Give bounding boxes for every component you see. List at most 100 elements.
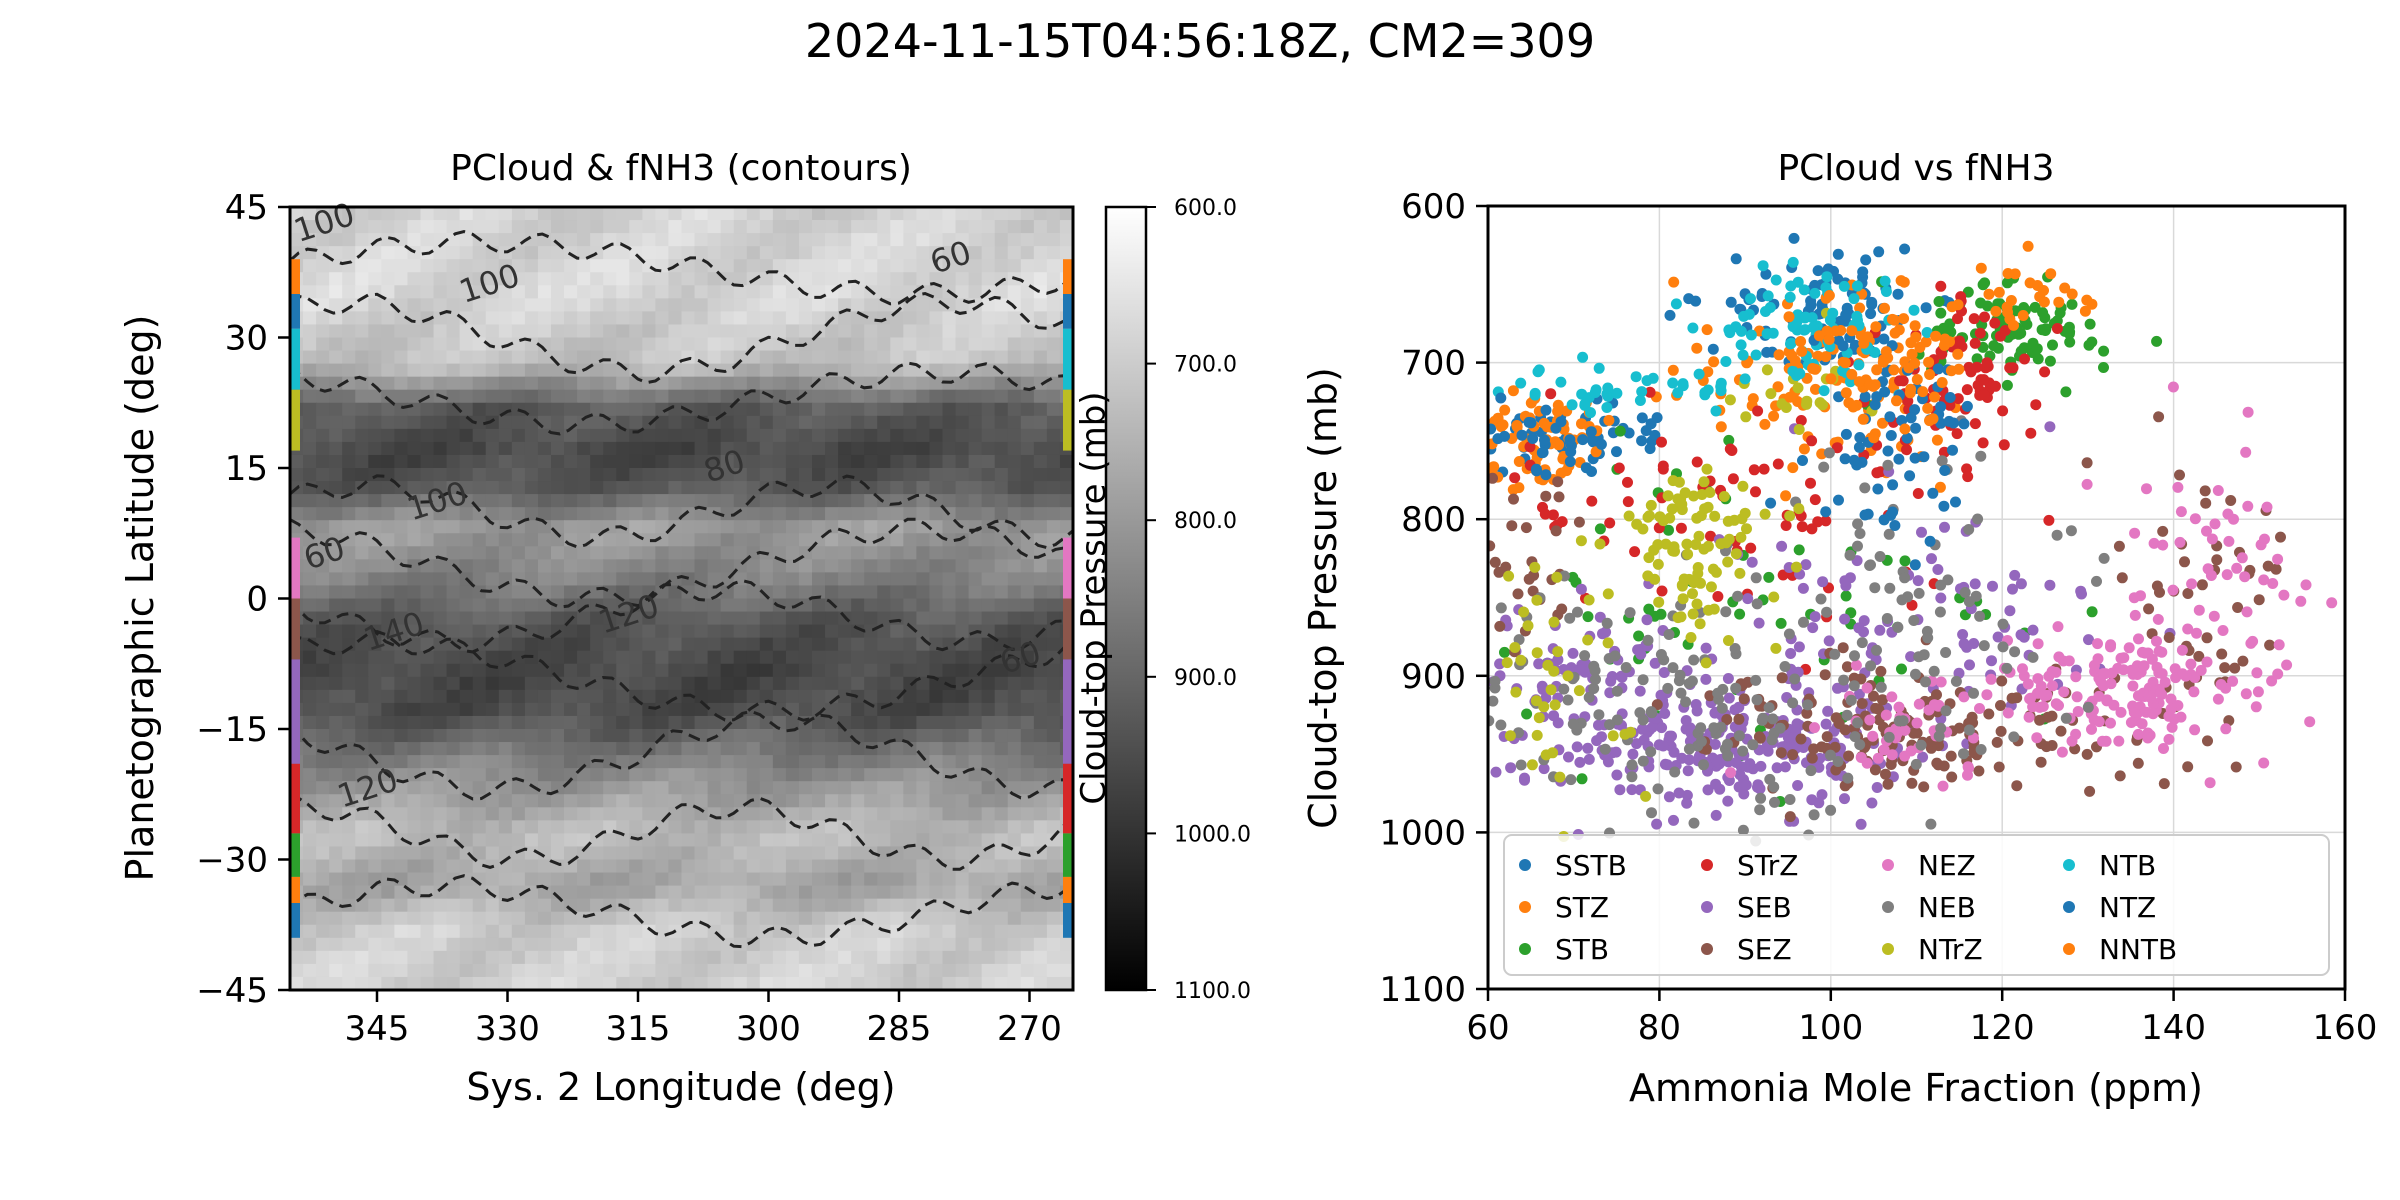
heatmap-cell	[785, 924, 800, 939]
heatmap-cell	[1046, 233, 1061, 247]
heatmap-cell	[472, 637, 487, 652]
heatmap-cell	[994, 637, 1009, 652]
heatmap-cell	[772, 820, 787, 834]
heatmap-cell	[955, 415, 970, 430]
heatmap-cell	[511, 389, 526, 404]
heatmap-cell	[551, 311, 565, 326]
heatmap-cell	[916, 702, 931, 717]
heatmap-cell	[577, 729, 591, 743]
scatter-point	[1875, 665, 1887, 677]
heatmap-cell	[812, 572, 826, 587]
heatmap-cell	[642, 702, 656, 717]
heatmap-cell	[459, 520, 474, 534]
heatmap-cell	[916, 402, 931, 417]
heatmap-cell	[772, 585, 787, 600]
scatter-point	[1978, 374, 1990, 386]
heatmap-cell	[498, 729, 513, 743]
heatmap-cell	[564, 285, 578, 299]
heatmap-cell	[942, 650, 957, 665]
heatmap-cell	[551, 794, 565, 808]
heatmap-cell	[720, 350, 735, 365]
heatmap-cell	[551, 546, 565, 560]
heatmap-cell	[629, 650, 643, 665]
heatmap-cell	[759, 533, 774, 547]
heatmap-cell	[316, 207, 330, 221]
heatmap-cell	[929, 729, 944, 743]
heatmap-cell	[316, 324, 330, 339]
heatmap-cell	[616, 389, 630, 404]
heatmap-cell	[759, 742, 774, 756]
heatmap-cell	[616, 781, 630, 795]
heatmap-cell	[316, 689, 330, 704]
heatmap-cell	[681, 507, 696, 521]
heatmap-cell	[511, 924, 526, 939]
heatmap-cell	[929, 207, 944, 221]
heatmap-cell	[968, 337, 983, 352]
heatmap-cell	[838, 872, 852, 887]
heatmap-cell	[1046, 468, 1061, 482]
heatmap-cell	[290, 233, 304, 247]
heatmap-cell	[616, 885, 630, 900]
heatmap-cell	[498, 259, 513, 273]
heatmap-cell	[564, 755, 578, 769]
heatmap-cell	[303, 624, 317, 639]
heatmap-cell	[316, 768, 330, 782]
heatmap-cell	[498, 937, 513, 952]
heatmap-cell	[851, 585, 865, 600]
heatmap-cell	[551, 924, 565, 939]
heatmap-cell	[825, 337, 839, 352]
heatmap-cell	[994, 481, 1009, 495]
heatmap-cell	[303, 441, 317, 456]
heatmap-cell	[668, 454, 683, 469]
heatmap-cell	[511, 702, 526, 717]
heatmap-cell	[759, 298, 774, 312]
heatmap-cell	[668, 937, 683, 952]
heatmap-cell	[1020, 950, 1035, 965]
heatmap-cell	[798, 650, 813, 665]
heatmap-cell	[1020, 207, 1035, 221]
heatmap-cell	[681, 768, 696, 782]
heatmap-cell	[433, 441, 448, 456]
heatmap-cell	[929, 702, 944, 717]
heatmap-cell	[1020, 415, 1035, 430]
heatmap-cell	[524, 950, 539, 965]
heatmap-cell	[616, 911, 630, 926]
heatmap-cell	[785, 611, 800, 626]
scatter-point	[1750, 486, 1761, 498]
heatmap-cell	[903, 950, 917, 965]
scatter-point	[1668, 746, 1680, 758]
heatmap-cell	[812, 729, 826, 743]
heatmap-cell	[355, 507, 369, 521]
heatmap-cell	[668, 820, 683, 834]
heatmap-cell	[838, 259, 852, 273]
heatmap-cell	[968, 872, 983, 887]
heatmap-cell	[785, 872, 800, 887]
heatmap-cell	[420, 937, 435, 952]
scatter-point	[1573, 516, 1585, 528]
heatmap-cell	[407, 428, 422, 443]
heatmap-cell	[1033, 637, 1048, 652]
heatmap-cell	[446, 220, 461, 234]
heatmap-cell	[746, 324, 761, 339]
heatmap-cell	[316, 898, 330, 913]
heatmap-cell	[812, 337, 826, 352]
heatmap-cell	[1033, 963, 1048, 978]
heatmap-cell	[381, 924, 395, 939]
heatmap-cell	[785, 285, 800, 299]
heatmap-cell	[1046, 872, 1061, 887]
heatmap-cell	[564, 689, 578, 704]
scatter-point	[1896, 663, 1907, 675]
heatmap-cell	[564, 807, 578, 821]
heatmap-cell	[420, 415, 435, 430]
scatter-point	[2009, 569, 2021, 581]
heatmap-cell	[564, 715, 578, 730]
scatter-point	[1832, 273, 1844, 285]
heatmap-cell	[316, 715, 330, 730]
heatmap-cell	[812, 715, 826, 730]
band-marker-right	[1063, 259, 1073, 294]
heatmap-cell	[381, 285, 395, 299]
heatmap-cell	[1007, 207, 1022, 221]
heatmap-cell	[707, 441, 722, 456]
heatmap-cell	[511, 833, 526, 848]
heatmap-cell	[772, 950, 787, 965]
